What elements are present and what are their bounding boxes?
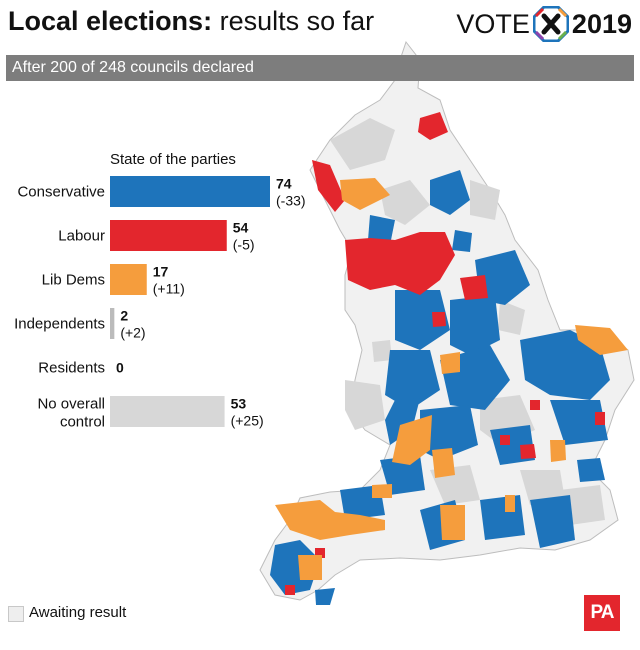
value-label: 2 [120, 308, 128, 324]
pa-logo: PA [584, 595, 620, 631]
title-bold: Local elections: [8, 6, 213, 36]
chart-title: Local elections: results so far [8, 6, 374, 37]
title-light: results so far [219, 6, 375, 36]
party-bar-chart: Conservative 74(-33) Labour 54(-5) Lib Dems 1… [14, 176, 306, 431]
value-label: 17 [153, 264, 169, 280]
value-label: 0 [116, 360, 124, 376]
awaiting-legend-label: Awaiting result [29, 604, 127, 621]
change-label: (-5) [233, 237, 255, 253]
subtitle-bar: After 200 of 248 councils declared [6, 55, 634, 81]
logo-word: VOTE [456, 8, 530, 39]
bar [110, 220, 227, 251]
vote-2019-logo: VOTE 2019 [456, 4, 632, 44]
chart-heading: State of the parties [110, 151, 236, 168]
category-label: No overall control [37, 396, 105, 431]
logo-year: 2019 [571, 8, 632, 39]
change-label: (+11) [153, 281, 185, 297]
change-label: (+25) [231, 413, 264, 429]
bar [110, 264, 147, 295]
change-label: (+2) [120, 325, 145, 341]
bar [110, 396, 225, 427]
bar [110, 176, 270, 207]
category-label: Labour [58, 228, 105, 245]
category-label: Independents [14, 316, 105, 333]
bar [110, 308, 115, 339]
awaiting-legend-swatch [8, 606, 24, 622]
value-label: 74 [276, 176, 292, 192]
category-label: Residents [38, 360, 105, 377]
category-label: Conservative [17, 184, 105, 201]
ballot-x-icon [532, 6, 569, 42]
value-label: 53 [231, 396, 247, 412]
value-label: 54 [233, 220, 249, 236]
change-label: (-33) [276, 193, 306, 209]
category-label: Lib Dems [42, 272, 105, 289]
